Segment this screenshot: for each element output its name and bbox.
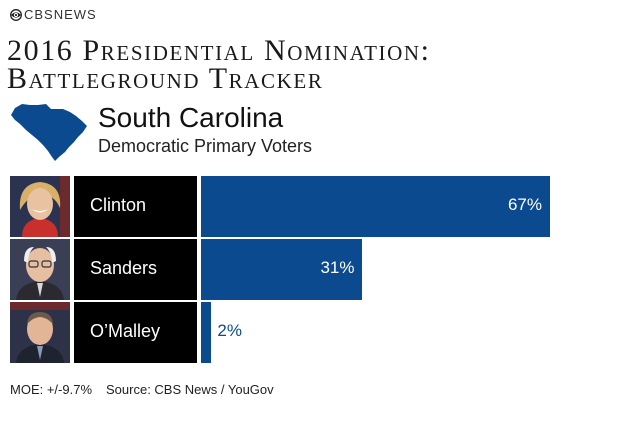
page-title: 2016 Presidential Nomination: Battlegrou…: [7, 34, 431, 95]
footer: MOE: +/-9.7% Source: CBS News / YouGov: [10, 382, 274, 397]
source-note: Source: CBS News / YouGov: [106, 382, 274, 397]
bar-sanders: [201, 239, 363, 300]
state-name: South Carolina: [98, 102, 284, 133]
value-label-sanders: 31%: [320, 258, 355, 277]
value-label-clinton: 67%: [507, 195, 542, 214]
cbs-news-logo: CBSNEWS: [10, 7, 97, 22]
title-line-1: 2016 Presidential Nomination:: [7, 34, 431, 67]
value-label-omalley: 2%: [217, 321, 242, 340]
bar-omalley: [201, 302, 212, 363]
candidate-name: Sanders: [90, 258, 158, 278]
brand-name: CBSNEWS: [24, 7, 97, 22]
candidate-name-box: O’Malley: [74, 302, 197, 363]
candidate-photo-omalley: [10, 302, 70, 363]
title-line-2: Battleground Tracker: [7, 62, 324, 95]
bar-clinton: [201, 176, 550, 237]
candidate-name-box: Clinton: [74, 176, 197, 237]
candidate-name: O’Malley: [90, 321, 161, 341]
candidate-name-box: Sanders: [74, 239, 197, 300]
south-carolina-map-icon: [11, 104, 87, 161]
cbs-eye-icon: [10, 8, 22, 21]
candidate-name: Clinton: [90, 195, 147, 215]
voter-group: Democratic Primary Voters: [98, 136, 313, 156]
candidate-photo-sanders: [10, 239, 70, 300]
margin-of-error: MOE: +/-9.7%: [10, 382, 92, 397]
candidate-photo-clinton: [10, 176, 70, 237]
